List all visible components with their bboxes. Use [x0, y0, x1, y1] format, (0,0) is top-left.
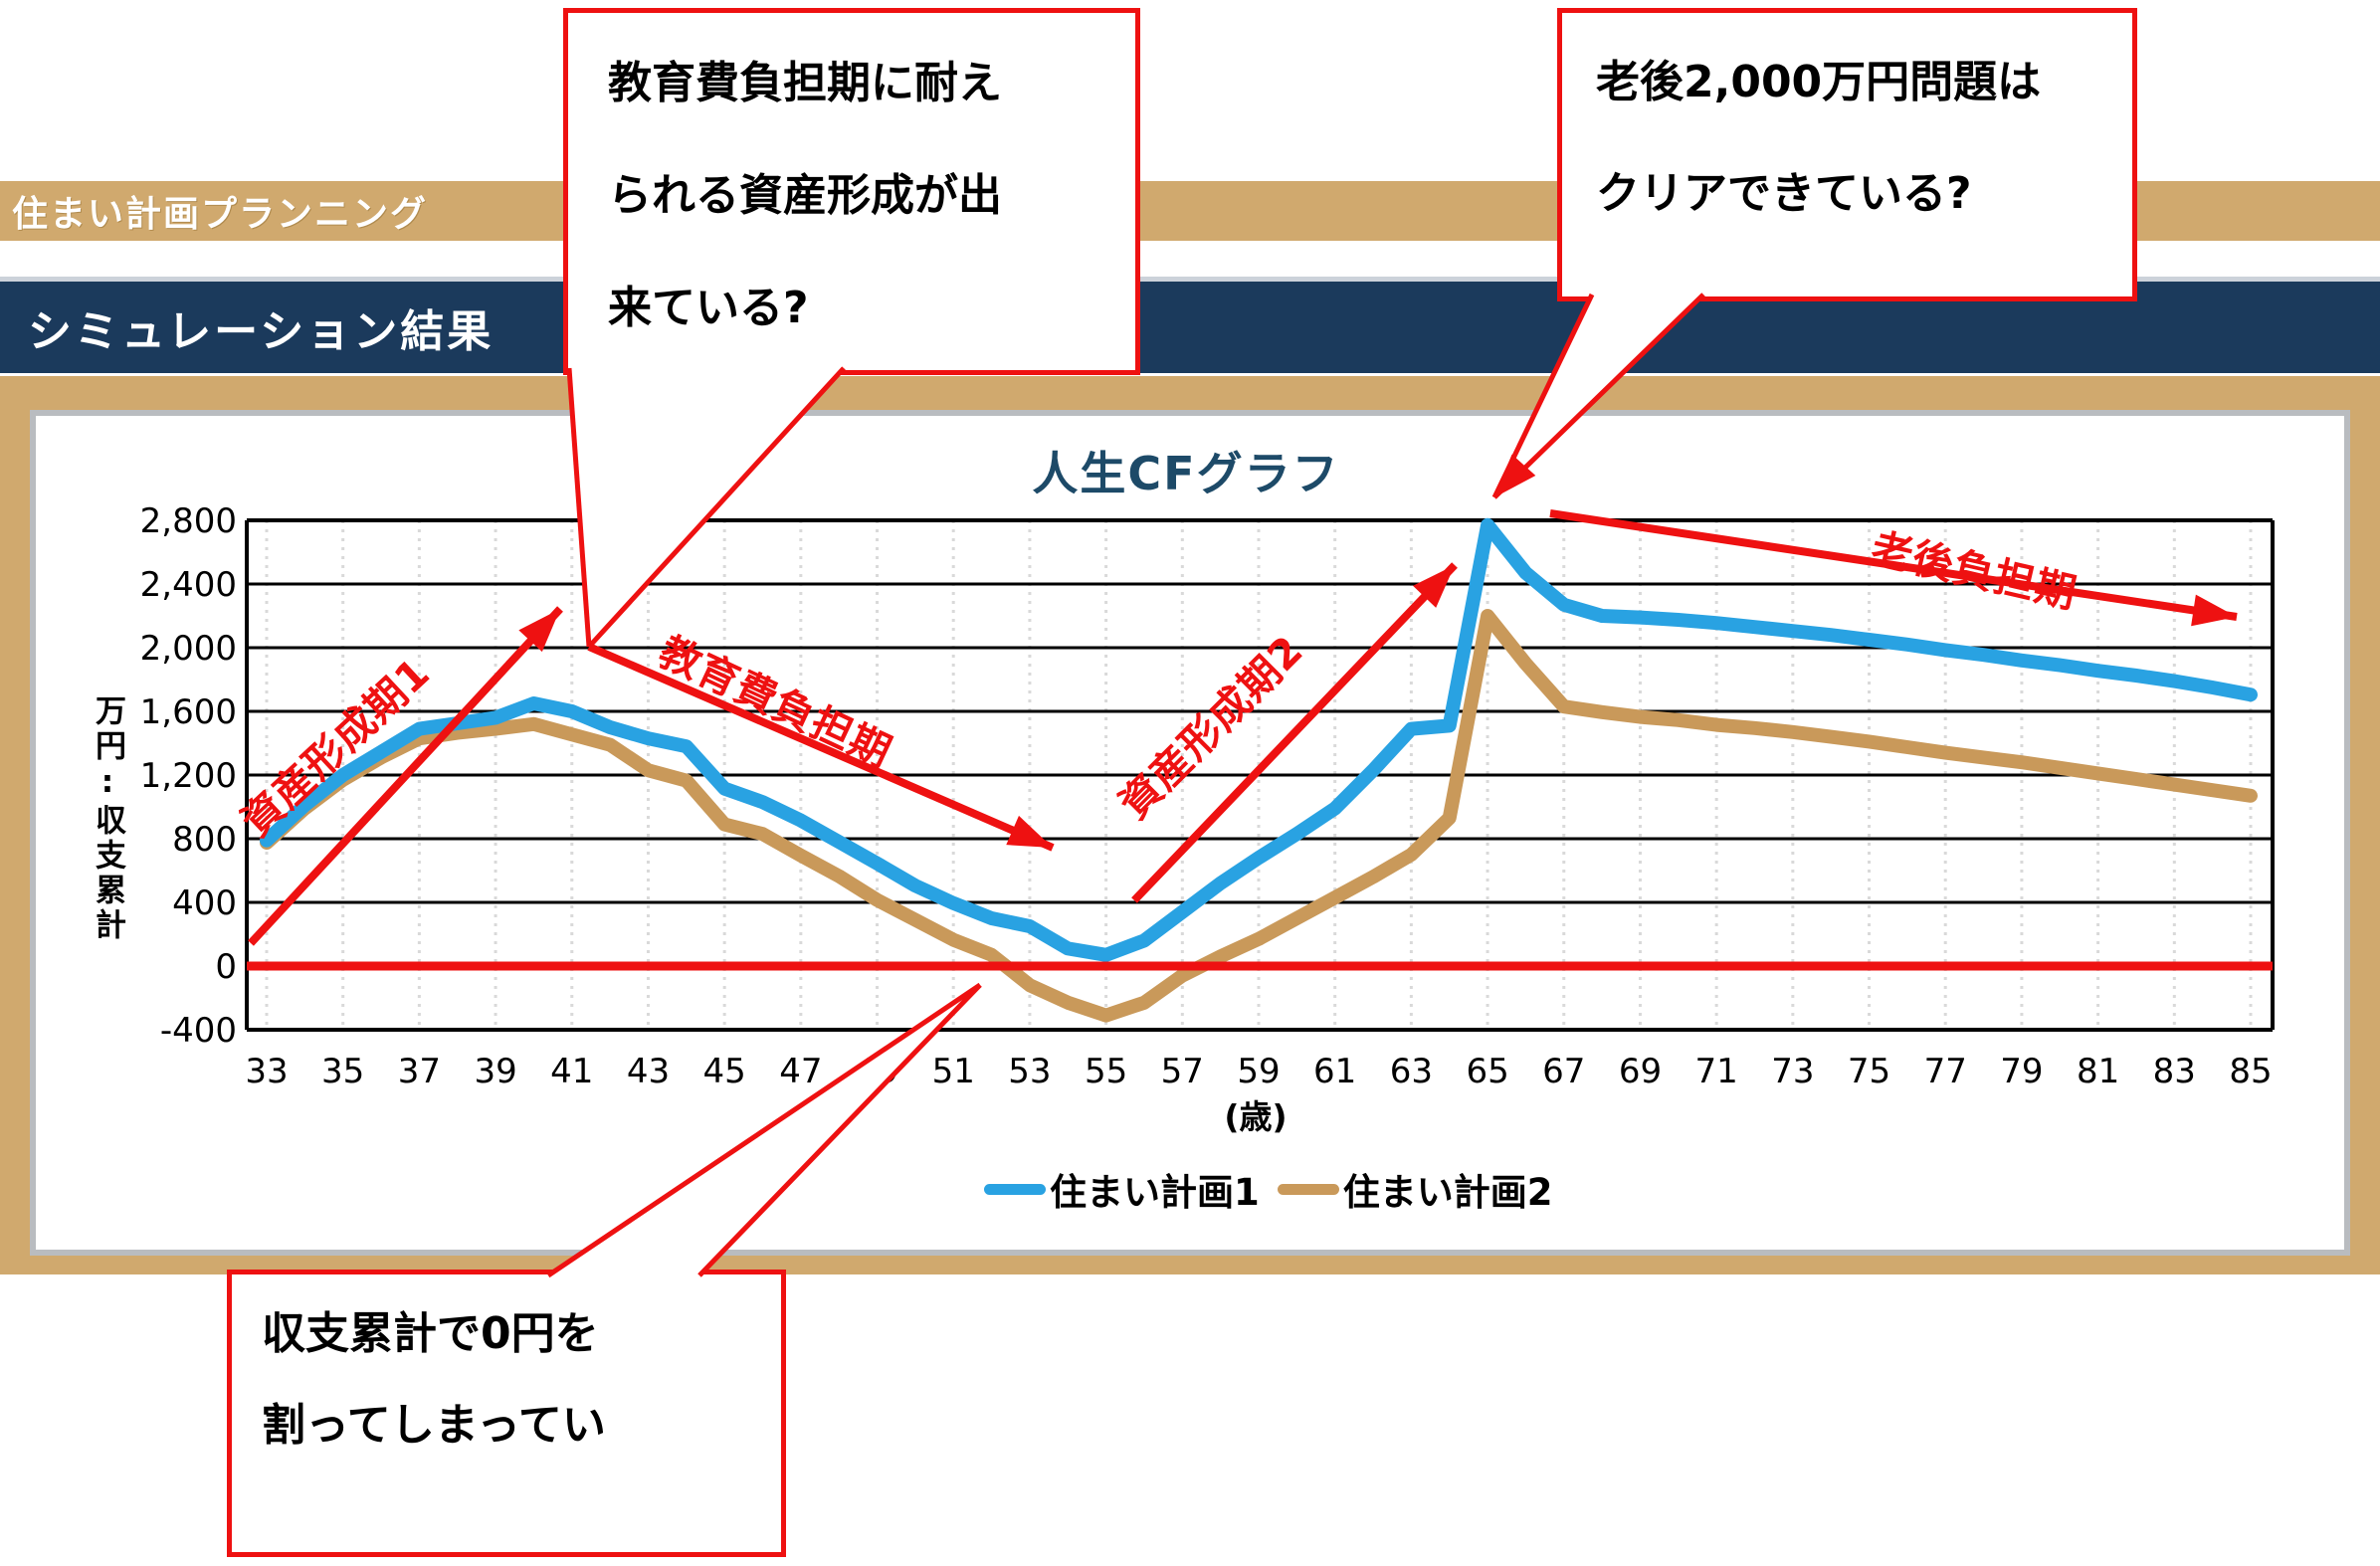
retirement-callout: 老後2,000万円問題は クリアできている? [1557, 8, 2137, 301]
zero-callout-line2: 割ってしまってい [262, 1400, 606, 1451]
plan1-legend-label: 住まい計画1 [1050, 1171, 1260, 1214]
education-callout-line2: られる資産形成が出 [608, 170, 1002, 221]
plan2-legend-swatch [1277, 1183, 1339, 1195]
education-callout: 教育費負担期に耐え られる資産形成が出 来ている? [563, 8, 1140, 375]
zero-callout-line1: 収支累計で0円を [262, 1308, 599, 1359]
chart-legend: 住まい計画1 住まい計画2 [980, 1162, 1553, 1216]
education-callout-line3: 来ている? [608, 283, 809, 333]
x-axis-title: (歳) [1224, 1097, 1288, 1136]
zero-callout: 収支累計で0円を 割ってしまってい [227, 1270, 786, 1557]
retirement-callout-line2: クリアできている? [1596, 168, 1972, 219]
app-title: 住まい計画プランニング [12, 194, 429, 235]
retirement-callout-line1: 老後2,000万円問題は [1596, 57, 2042, 107]
plan1-legend-swatch [984, 1183, 1046, 1195]
plan2-legend-label: 住まい計画2 [1342, 1171, 1553, 1214]
education-callout-line1: 教育費負担期に耐え [608, 58, 1002, 108]
chart-title: 人生CFグラフ [1032, 447, 1340, 500]
section-title: シミュレーション結果 [28, 306, 495, 357]
y-axis-title: 万円:収支累計 [90, 694, 125, 943]
